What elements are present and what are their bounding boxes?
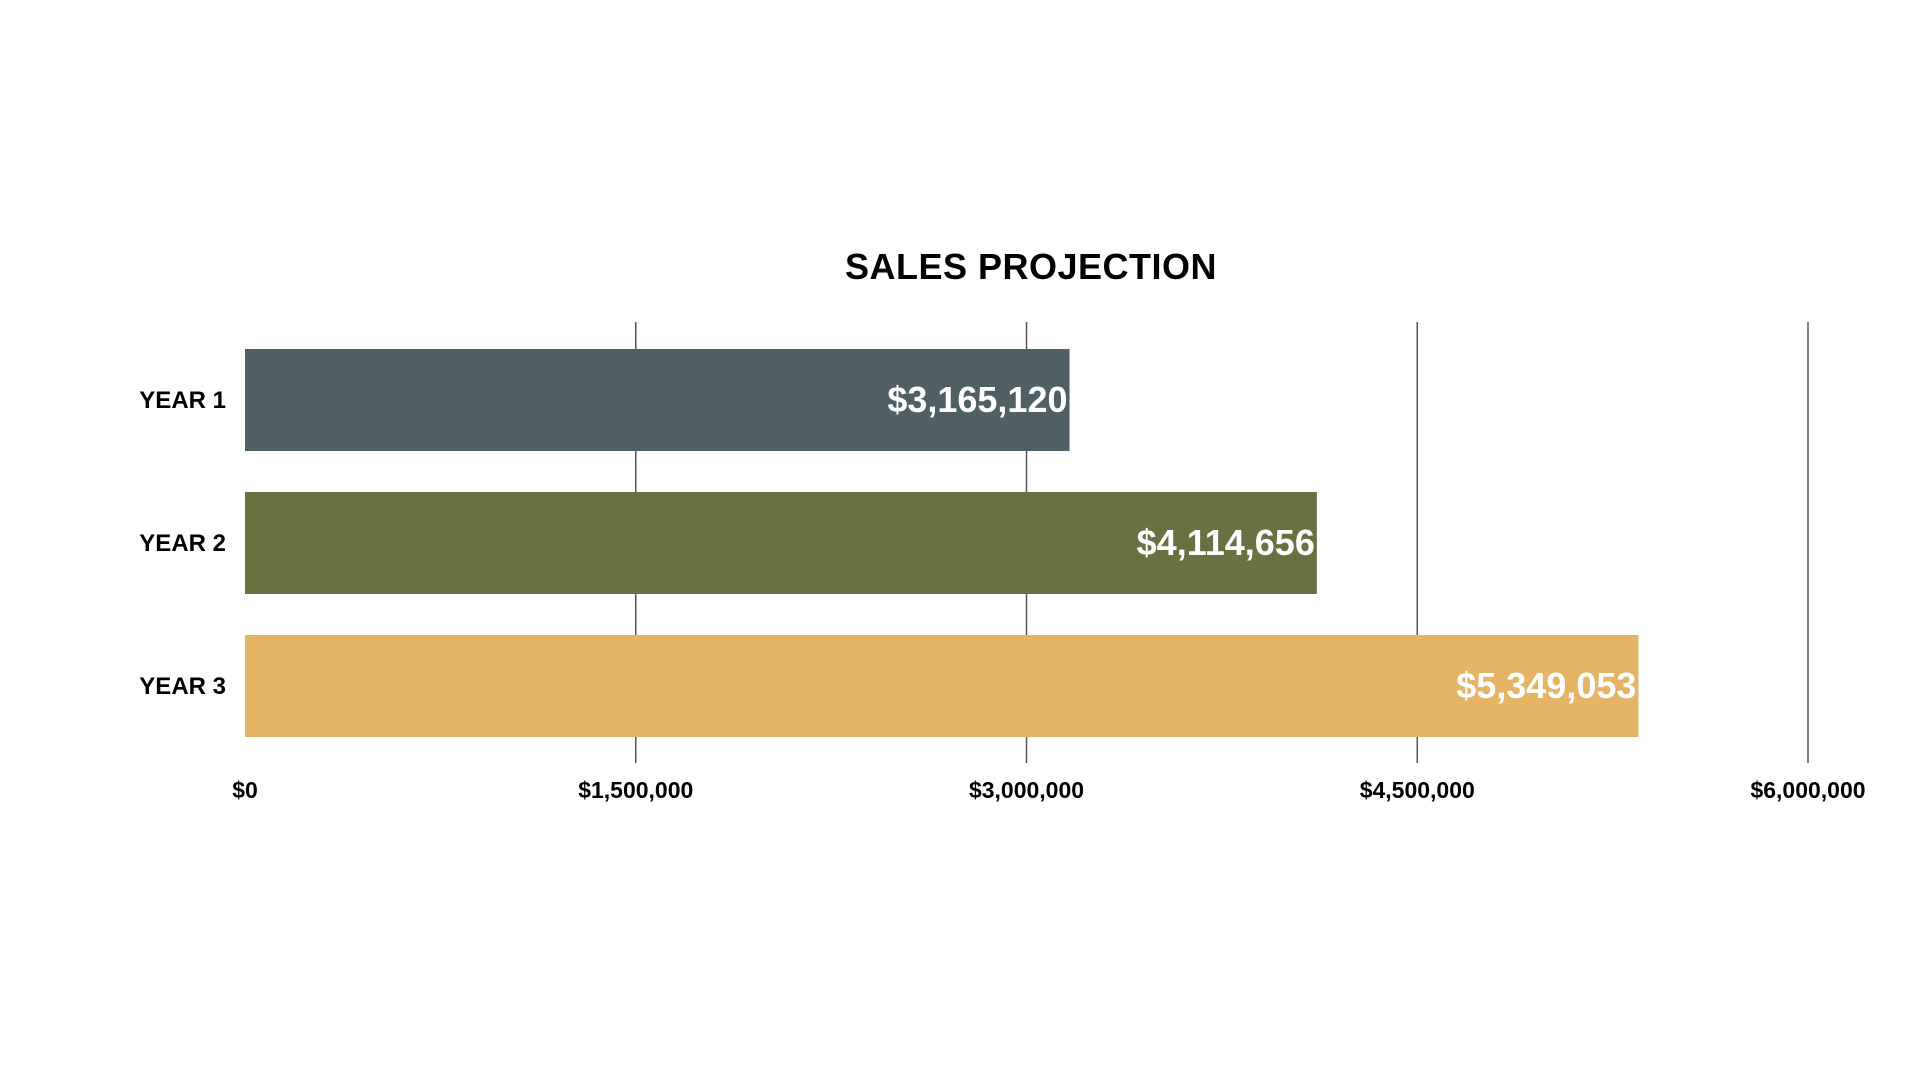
bar — [245, 349, 1070, 451]
bars — [245, 349, 1639, 737]
bar — [245, 492, 1317, 594]
category-label: YEAR 3 — [139, 673, 226, 700]
labels: $0 $1,500,000 $3,000,000 $4,500,000 $6,000,0… — [139, 379, 1865, 803]
x-tick-label: $4,500,000 — [1360, 777, 1475, 803]
bar — [245, 635, 1639, 737]
x-tick-label: $1,500,000 — [578, 777, 693, 803]
category-label: YEAR 2 — [139, 530, 226, 557]
chart-title: SALES PROJECTION — [844, 246, 1218, 287]
data-label: $3,165,120 — [887, 379, 1067, 420]
x-tick-label: $3,000,000 — [969, 777, 1084, 803]
x-tick-label: $6,000,000 — [1750, 777, 1865, 803]
x-tick-label: $0 — [232, 777, 258, 803]
category-label: YEAR 1 — [139, 387, 226, 414]
data-label: $5,349,053 — [1456, 665, 1636, 706]
data-label: $4,114,656 — [1137, 522, 1315, 563]
